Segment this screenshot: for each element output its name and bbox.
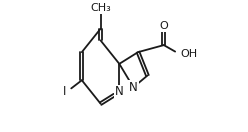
Text: N: N <box>129 81 138 94</box>
Text: CH₃: CH₃ <box>90 3 111 13</box>
Text: OH: OH <box>180 50 197 60</box>
Text: N: N <box>115 85 124 98</box>
Text: O: O <box>159 21 168 31</box>
Text: I: I <box>63 85 67 98</box>
